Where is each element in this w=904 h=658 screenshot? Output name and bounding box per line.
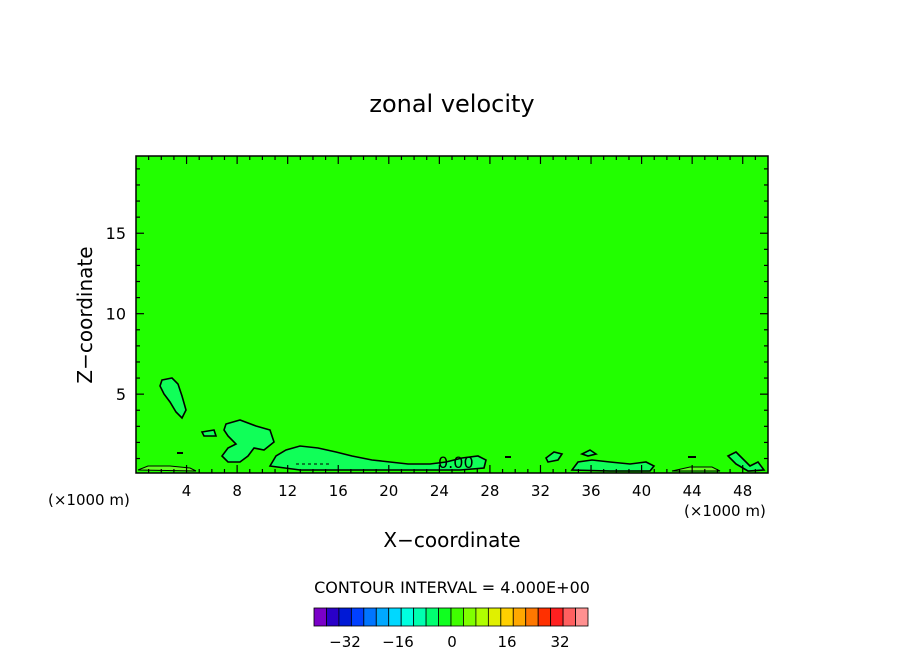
x-tick-label: 48 <box>733 482 752 500</box>
colorbar-cell <box>537 607 552 627</box>
contour-region-g <box>579 449 598 457</box>
x-tick-label: 4 <box>182 482 192 500</box>
colorbar-cell <box>487 607 502 627</box>
x-tick-label: 36 <box>581 482 600 500</box>
x-axis-label: X−coordinate <box>383 528 520 552</box>
contour-interval-text: CONTOUR INTERVAL = 4.000E+00 <box>314 578 590 597</box>
colorbar-tick-label: −32 <box>329 633 361 651</box>
colorbar-cell <box>326 607 340 627</box>
contour-label: 0.00 <box>438 453 474 472</box>
colorbar-cell <box>425 607 439 627</box>
colorbar-cell <box>438 607 452 627</box>
colorbar-cell <box>550 607 564 627</box>
colorbar-cell <box>338 607 352 627</box>
colorbar-cell <box>475 607 489 627</box>
chart-title: zonal velocity <box>369 90 534 118</box>
x-tick-label: 12 <box>278 482 297 500</box>
colorbar-cell <box>350 607 365 627</box>
colorbar-cell <box>512 607 527 627</box>
x-unit-right: (×1000 m) <box>684 502 766 520</box>
colorbar-cell <box>525 607 539 627</box>
colorbar-tick-label: −16 <box>382 633 414 651</box>
contour-dots <box>177 452 696 465</box>
contour-region-j <box>671 466 721 472</box>
y-axis-label: Z−coordinate <box>73 246 97 383</box>
y-tick-label: 10 <box>106 305 126 324</box>
colorbar-cell <box>413 607 427 627</box>
contour-region-e <box>200 429 218 437</box>
colorbar-labels: −32 −16 0 16 32 <box>329 633 569 651</box>
colorbar-cell <box>313 607 327 627</box>
x-tick-label: 32 <box>531 482 550 500</box>
colorbar-cell <box>450 607 464 627</box>
colorbar-tick-label: 16 <box>497 633 516 651</box>
x-tick-label: 40 <box>632 482 651 500</box>
contour-region-h <box>726 451 766 472</box>
x-tick-label: 20 <box>379 482 398 500</box>
colorbar-cell <box>575 607 589 627</box>
y-tick-label: 15 <box>106 224 126 243</box>
x-unit-left: (×1000 m) <box>48 491 130 509</box>
colorbar-cell <box>375 607 390 627</box>
x-tick-label: 24 <box>430 482 449 500</box>
x-tick-label: 16 <box>329 482 348 500</box>
colorbar-cell <box>400 607 415 627</box>
axis-ticks <box>136 156 768 473</box>
contour-region-a <box>159 377 187 420</box>
contour-region-d <box>570 459 656 472</box>
colorbar-cell <box>500 607 514 627</box>
colorbar <box>313 607 589 627</box>
y-tick-label: 5 <box>116 385 126 404</box>
contour-region-b <box>220 419 275 463</box>
x-tick-label: 28 <box>480 482 499 500</box>
contour-region-c <box>268 445 487 471</box>
contour-region-f <box>544 451 564 463</box>
colorbar-cell <box>388 607 402 627</box>
colorbar-tick-label: 32 <box>550 633 569 651</box>
x-tick-label: 44 <box>683 482 702 500</box>
x-tick-label: 8 <box>232 482 242 500</box>
colorbar-tick-label: 0 <box>447 633 457 651</box>
colorbar-cell <box>363 607 377 627</box>
colorbar-cell <box>463 607 477 627</box>
colorbar-cell <box>562 607 576 627</box>
